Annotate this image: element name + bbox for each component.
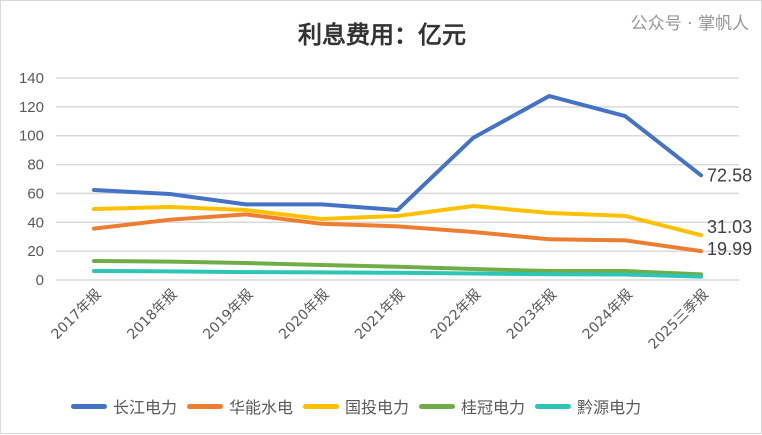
x-tick-label: 2023年报 bbox=[504, 287, 560, 343]
legend-swatch bbox=[71, 403, 107, 409]
legend-swatch bbox=[419, 403, 456, 409]
legend-swatch bbox=[535, 403, 572, 409]
y-tick-label: 20 bbox=[27, 243, 44, 260]
series-line-5 bbox=[91, 269, 704, 279]
legend-swatch bbox=[303, 403, 340, 409]
y-tick-label: 0 bbox=[36, 272, 44, 289]
series-line-3 bbox=[91, 203, 704, 238]
legend-item: 桂冠电力 bbox=[419, 394, 525, 418]
x-tick-label: 2018年报 bbox=[124, 287, 180, 343]
watermark: 公众号 · 掌帆人 bbox=[630, 14, 749, 34]
x-tick-label: 2020年报 bbox=[276, 287, 332, 343]
y-tick-label: 120 bbox=[19, 99, 44, 116]
series-line-4 bbox=[91, 258, 704, 277]
x-tick-label: 2025三季报 bbox=[646, 287, 712, 353]
y-tick-label: 140 bbox=[19, 70, 44, 87]
legend-item: 国投电力 bbox=[303, 394, 409, 418]
x-tick-label: 2024年报 bbox=[580, 287, 636, 343]
legend-label: 黔源电力 bbox=[577, 398, 642, 417]
series-line-2 bbox=[91, 212, 704, 254]
legend-label: 华能水电 bbox=[229, 398, 294, 417]
y-tick-label: 100 bbox=[19, 128, 44, 145]
y-tick-label: 80 bbox=[27, 157, 44, 174]
x-tick-label: 2019年报 bbox=[200, 287, 256, 343]
legend: 长江电力 华能水电 国投电力 桂冠电力 黔源电力 bbox=[71, 394, 641, 418]
chart-title: 利息费用：亿元 bbox=[298, 20, 466, 49]
x-tick-label: 2022年报 bbox=[428, 287, 484, 343]
series-line-1 bbox=[91, 94, 704, 213]
legend-item: 华能水电 bbox=[187, 394, 293, 418]
legend-item: 黔源电力 bbox=[535, 394, 641, 418]
y-tick-label: 40 bbox=[27, 214, 44, 231]
data-label: 19.99 bbox=[707, 239, 752, 259]
legend-item: 长江电力 bbox=[71, 394, 177, 418]
legend-label: 桂冠电力 bbox=[461, 398, 526, 417]
y-tick-label: 60 bbox=[27, 185, 44, 202]
x-tick-label: 2017年报 bbox=[48, 287, 104, 343]
data-label: 31.03 bbox=[707, 217, 752, 237]
legend-label: 长江电力 bbox=[113, 398, 178, 417]
x-tick-label: 2021年报 bbox=[352, 287, 408, 343]
legend-swatch bbox=[187, 403, 224, 409]
legend-label: 国投电力 bbox=[345, 398, 410, 417]
data-label: 72.58 bbox=[707, 165, 752, 185]
